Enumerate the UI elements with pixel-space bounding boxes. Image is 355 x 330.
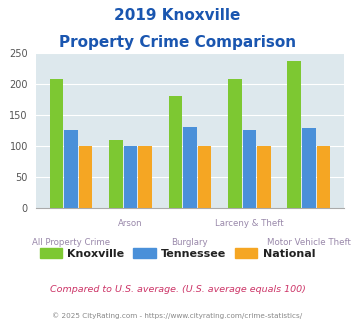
Bar — [302, 128, 316, 208]
Legend: Knoxville, Tennessee, National: Knoxville, Tennessee, National — [35, 244, 320, 263]
Bar — [109, 140, 123, 208]
Bar — [317, 146, 330, 208]
Bar — [183, 127, 197, 208]
Text: Compared to U.S. average. (U.S. average equals 100): Compared to U.S. average. (U.S. average … — [50, 285, 305, 294]
Bar — [257, 146, 271, 208]
Bar — [198, 146, 211, 208]
Bar — [64, 130, 78, 208]
Text: Arson: Arson — [118, 219, 143, 228]
Text: Burglary: Burglary — [171, 239, 208, 248]
Text: All Property Crime: All Property Crime — [32, 239, 110, 248]
Text: Motor Vehicle Theft: Motor Vehicle Theft — [267, 239, 351, 248]
Text: Property Crime Comparison: Property Crime Comparison — [59, 35, 296, 50]
Bar — [50, 80, 63, 208]
Text: © 2025 CityRating.com - https://www.cityrating.com/crime-statistics/: © 2025 CityRating.com - https://www.city… — [53, 312, 302, 318]
Bar — [79, 146, 92, 208]
Bar — [169, 96, 182, 208]
Bar — [124, 146, 137, 208]
Bar — [288, 61, 301, 208]
Bar — [138, 146, 152, 208]
Bar — [228, 79, 242, 208]
Text: Larceny & Theft: Larceny & Theft — [215, 219, 284, 228]
Text: 2019 Knoxville: 2019 Knoxville — [114, 8, 241, 23]
Bar — [242, 130, 256, 208]
